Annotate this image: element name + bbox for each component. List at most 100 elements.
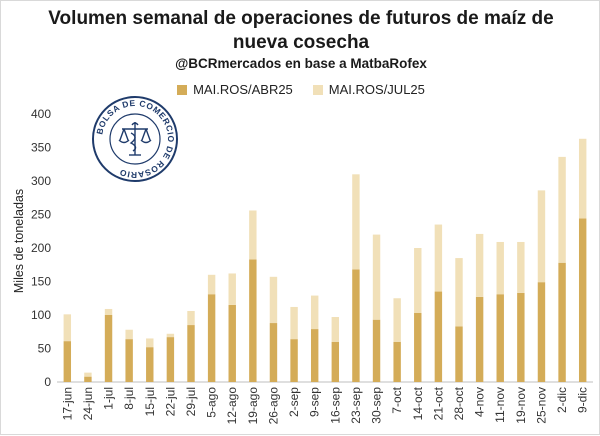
bar-jul25 [475, 233, 484, 297]
bar-abr25 [207, 294, 216, 382]
bar-abr25 [372, 319, 381, 382]
bar-jul25 [517, 241, 525, 293]
bcr-seal-logo: BOLSA DE COMERCIO DE ROSARIO [92, 96, 178, 182]
x-tick-label: 4-nov [473, 387, 487, 417]
chart-title: Volumen semanal de operaciones de futuro… [1, 7, 600, 55]
bar-abr25 [146, 347, 154, 382]
bar-jul25 [63, 314, 72, 342]
bar-jul25 [414, 248, 422, 313]
bar-abr25 [84, 376, 92, 382]
bar-abr25 [578, 218, 587, 382]
legend-item-jul25: MAI.ROS/JUL25 [312, 82, 425, 97]
bar-abr25 [352, 269, 360, 382]
y-tick-label: 400 [31, 107, 51, 121]
x-tick-label: 1-jul [102, 387, 116, 410]
bar-jul25 [331, 317, 340, 342]
x-tick-label: 8-jul [122, 387, 136, 410]
y-tick-label: 150 [31, 275, 51, 289]
x-tick-label: 28-oct [452, 386, 466, 420]
legend-item-abr25: MAI.ROS/ABR25 [177, 82, 293, 97]
bar-jul25 [393, 298, 401, 342]
bar-jul25 [455, 258, 463, 327]
bar-jul25 [166, 333, 175, 338]
bar-abr25 [166, 337, 175, 382]
x-tick-label: 11-nov [493, 387, 507, 423]
bar-jul25 [146, 338, 154, 348]
bar-jul25 [125, 329, 133, 340]
bar-jul25 [228, 273, 236, 305]
y-tick-label: 100 [31, 308, 51, 322]
x-tick-label: 17-jun [60, 387, 74, 420]
bar-abr25 [558, 262, 566, 382]
legend-label-jul25: MAI.ROS/JUL25 [328, 82, 425, 97]
y-tick-label: 300 [31, 174, 51, 188]
bar-jul25 [310, 295, 319, 330]
chart-subtitle: @BCRmercados en base a MatbaRofex [175, 56, 427, 71]
x-tick-label: 15-jul [143, 387, 157, 416]
x-tick-label: 21-oct [431, 386, 445, 420]
x-tick-label: 29-jul [184, 387, 198, 416]
x-tick-label: 19-ago [246, 387, 260, 425]
bar-abr25 [517, 292, 525, 382]
bar-jul25 [104, 308, 113, 315]
bar-jul25 [578, 138, 587, 219]
scales-icon [118, 122, 152, 156]
x-tick-label: 12-ago [225, 387, 239, 425]
y-tick-label: 0 [44, 375, 51, 389]
bar-abr25 [228, 304, 236, 382]
legend: MAI.ROS/ABR25 MAI.ROS/JUL25 [1, 82, 600, 97]
x-tick-label: 24-jun [81, 387, 95, 420]
bar-abr25 [331, 341, 340, 382]
x-tick-label: 14-oct [411, 386, 425, 420]
x-tick-label: 2-dic [555, 387, 569, 413]
bar-jul25 [537, 190, 546, 283]
bar-jul25 [372, 234, 381, 320]
bar-jul25 [84, 372, 92, 377]
bar-abr25 [290, 339, 298, 382]
bar-abr25 [125, 339, 133, 382]
x-tick-label: 9-sep [308, 387, 322, 417]
bar-jul25 [207, 274, 216, 295]
bar-abr25 [310, 329, 319, 382]
x-tick-label: 22-jul [163, 387, 177, 416]
bar-jul25 [249, 210, 257, 260]
bar-jul25 [352, 174, 360, 270]
bar-jul25 [496, 241, 504, 295]
bar-abr25 [455, 326, 463, 382]
y-tick-label: 200 [31, 241, 51, 255]
legend-swatch-abr25 [177, 84, 188, 95]
bar-abr25 [63, 341, 72, 382]
x-tick-label: 2-sep [287, 387, 301, 417]
x-tick-label: 9-dic [576, 387, 590, 413]
x-tick-label: 26-ago [266, 387, 280, 425]
y-tick-label: 250 [31, 208, 51, 222]
bar-abr25 [104, 315, 113, 382]
bar-abr25 [269, 323, 278, 382]
bar-abr25 [537, 282, 546, 382]
bar-abr25 [434, 291, 443, 382]
legend-swatch-jul25 [312, 84, 323, 95]
y-tick-label: 350 [31, 141, 51, 155]
x-tick-label: 19-nov [514, 387, 528, 424]
y-tick-label: 50 [38, 342, 52, 356]
bar-abr25 [393, 341, 401, 382]
chart-title-line2: nueva cosecha [232, 32, 370, 53]
x-tick-label: 16-sep [328, 387, 342, 424]
bar-abr25 [475, 296, 484, 382]
bar-abr25 [187, 325, 195, 382]
bar-jul25 [290, 306, 298, 340]
x-tick-label: 5-ago [205, 387, 219, 418]
chart-title-line1: Volumen semanal de operaciones de futuro… [48, 8, 554, 29]
x-tick-label: 7-oct [390, 386, 404, 413]
bar-jul25 [434, 224, 443, 292]
x-tick-label: 25-nov [534, 387, 548, 424]
bar-abr25 [414, 312, 422, 382]
x-tick-label: 23-sep [349, 387, 363, 424]
bar-jul25 [558, 156, 566, 263]
x-tick-label: 30-sep [370, 387, 384, 424]
bar-abr25 [249, 259, 257, 382]
legend-label-abr25: MAI.ROS/ABR25 [193, 82, 293, 97]
bar-jul25 [269, 276, 278, 324]
